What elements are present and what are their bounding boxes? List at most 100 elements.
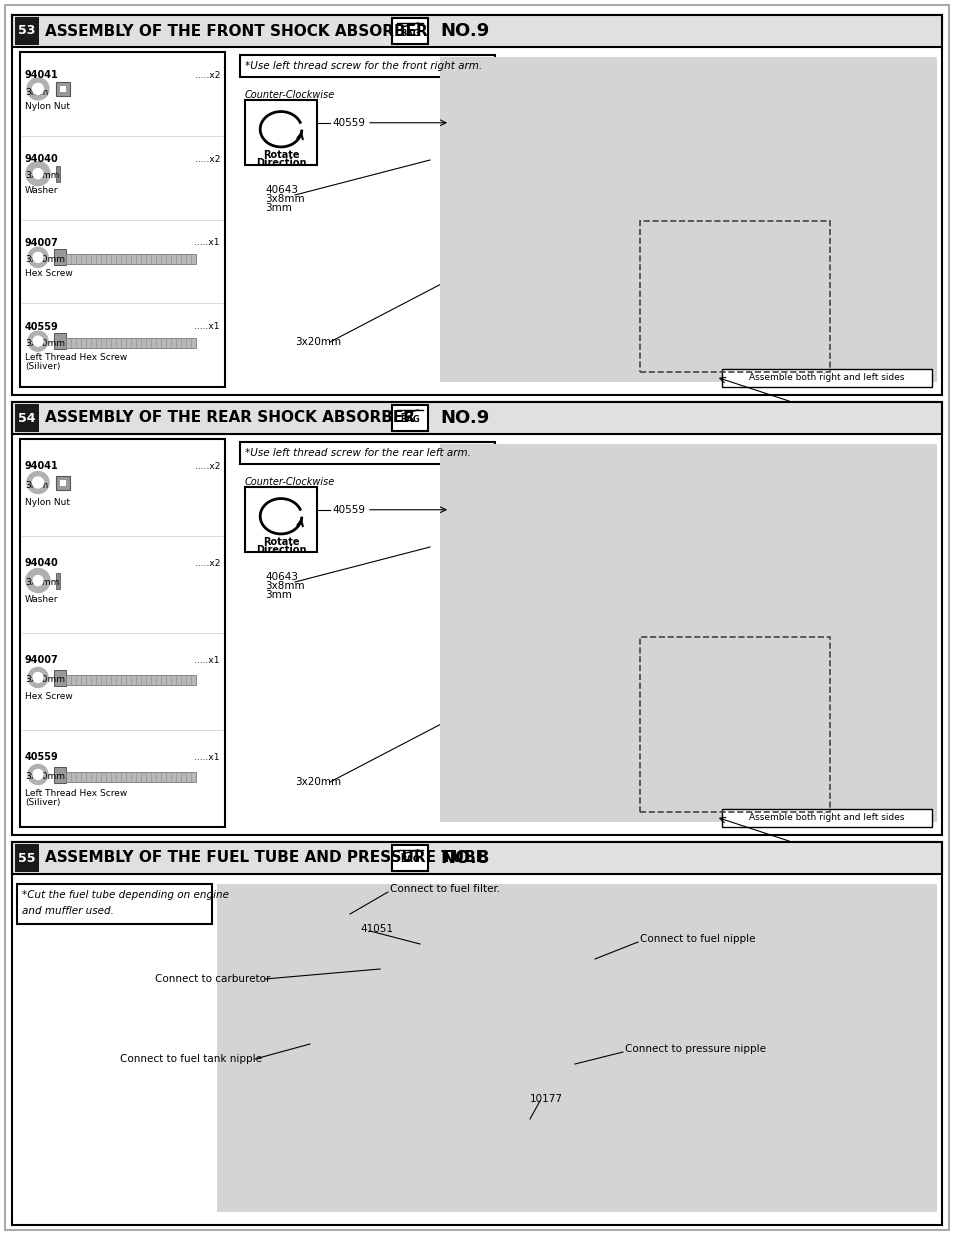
FancyBboxPatch shape	[585, 106, 655, 112]
FancyBboxPatch shape	[12, 15, 941, 395]
FancyBboxPatch shape	[827, 513, 860, 532]
FancyBboxPatch shape	[472, 291, 512, 296]
FancyBboxPatch shape	[782, 1113, 847, 1146]
FancyBboxPatch shape	[705, 452, 773, 462]
FancyBboxPatch shape	[846, 1126, 898, 1166]
FancyBboxPatch shape	[602, 784, 673, 814]
Text: 3x20mm: 3x20mm	[25, 772, 65, 781]
Circle shape	[26, 162, 50, 185]
FancyBboxPatch shape	[17, 884, 212, 924]
FancyBboxPatch shape	[927, 267, 936, 272]
Text: BAG: BAG	[399, 28, 419, 37]
FancyBboxPatch shape	[897, 680, 936, 710]
FancyBboxPatch shape	[12, 842, 941, 1225]
FancyBboxPatch shape	[702, 1199, 744, 1205]
FancyBboxPatch shape	[767, 735, 799, 751]
FancyBboxPatch shape	[833, 471, 873, 495]
FancyBboxPatch shape	[721, 369, 931, 387]
FancyBboxPatch shape	[298, 1023, 352, 1060]
FancyBboxPatch shape	[874, 1123, 936, 1141]
FancyBboxPatch shape	[819, 283, 850, 310]
FancyBboxPatch shape	[245, 100, 316, 165]
FancyBboxPatch shape	[618, 679, 680, 690]
FancyBboxPatch shape	[428, 884, 491, 913]
FancyBboxPatch shape	[558, 506, 566, 535]
FancyBboxPatch shape	[911, 584, 936, 608]
FancyBboxPatch shape	[395, 1013, 454, 1016]
Text: 3x20mm: 3x20mm	[25, 338, 65, 348]
FancyBboxPatch shape	[626, 897, 680, 913]
Text: 94040: 94040	[25, 154, 59, 164]
Text: NO.9: NO.9	[439, 409, 489, 427]
FancyBboxPatch shape	[924, 494, 936, 509]
FancyBboxPatch shape	[463, 656, 532, 668]
FancyBboxPatch shape	[618, 563, 665, 598]
Circle shape	[28, 667, 48, 688]
FancyBboxPatch shape	[870, 57, 886, 69]
FancyBboxPatch shape	[883, 57, 933, 89]
FancyBboxPatch shape	[752, 971, 801, 993]
FancyBboxPatch shape	[740, 884, 752, 890]
FancyBboxPatch shape	[629, 795, 704, 806]
FancyBboxPatch shape	[60, 86, 66, 91]
Text: 53: 53	[18, 25, 35, 37]
FancyBboxPatch shape	[457, 278, 522, 299]
Circle shape	[28, 764, 48, 784]
FancyBboxPatch shape	[404, 981, 473, 992]
FancyBboxPatch shape	[752, 631, 814, 646]
Circle shape	[32, 477, 44, 488]
Text: ASSEMBLY OF THE FRONT SHOCK ABSORBER: ASSEMBLY OF THE FRONT SHOCK ABSORBER	[45, 23, 427, 38]
FancyBboxPatch shape	[912, 1049, 936, 1067]
FancyBboxPatch shape	[696, 884, 706, 895]
Text: 54: 54	[18, 411, 35, 425]
FancyBboxPatch shape	[708, 445, 720, 462]
FancyBboxPatch shape	[704, 611, 765, 638]
FancyBboxPatch shape	[571, 1099, 615, 1112]
FancyBboxPatch shape	[919, 462, 936, 489]
Text: 94040: 94040	[25, 558, 59, 568]
Circle shape	[28, 331, 48, 351]
Text: 94007: 94007	[25, 655, 59, 666]
FancyBboxPatch shape	[600, 77, 618, 94]
FancyBboxPatch shape	[397, 1162, 421, 1183]
FancyBboxPatch shape	[292, 902, 305, 924]
FancyBboxPatch shape	[457, 293, 481, 300]
FancyBboxPatch shape	[827, 726, 862, 743]
FancyBboxPatch shape	[682, 958, 756, 993]
FancyBboxPatch shape	[705, 144, 774, 183]
Circle shape	[33, 769, 43, 779]
FancyBboxPatch shape	[824, 289, 878, 317]
FancyBboxPatch shape	[456, 742, 466, 751]
Text: Counter-Clockwise: Counter-Clockwise	[245, 477, 335, 487]
FancyBboxPatch shape	[815, 1025, 847, 1035]
FancyBboxPatch shape	[676, 303, 755, 315]
FancyBboxPatch shape	[772, 257, 794, 275]
FancyBboxPatch shape	[388, 962, 443, 988]
FancyBboxPatch shape	[932, 700, 936, 720]
FancyBboxPatch shape	[449, 909, 501, 935]
FancyBboxPatch shape	[515, 137, 534, 174]
FancyBboxPatch shape	[864, 546, 881, 583]
FancyBboxPatch shape	[497, 282, 516, 291]
FancyBboxPatch shape	[20, 52, 225, 387]
FancyBboxPatch shape	[638, 489, 680, 517]
FancyBboxPatch shape	[839, 82, 874, 114]
FancyBboxPatch shape	[596, 473, 650, 479]
FancyBboxPatch shape	[930, 240, 936, 259]
Text: 55: 55	[18, 851, 35, 864]
FancyBboxPatch shape	[12, 15, 941, 47]
FancyBboxPatch shape	[578, 676, 633, 693]
FancyBboxPatch shape	[887, 498, 894, 536]
FancyBboxPatch shape	[813, 182, 821, 210]
FancyBboxPatch shape	[560, 1124, 635, 1132]
FancyBboxPatch shape	[216, 884, 936, 1212]
FancyBboxPatch shape	[66, 772, 195, 782]
FancyBboxPatch shape	[923, 597, 936, 625]
FancyBboxPatch shape	[467, 965, 476, 974]
FancyBboxPatch shape	[924, 1166, 936, 1192]
FancyBboxPatch shape	[932, 125, 936, 137]
FancyBboxPatch shape	[604, 259, 679, 290]
Circle shape	[28, 247, 48, 267]
FancyBboxPatch shape	[485, 133, 548, 172]
FancyBboxPatch shape	[552, 751, 626, 787]
